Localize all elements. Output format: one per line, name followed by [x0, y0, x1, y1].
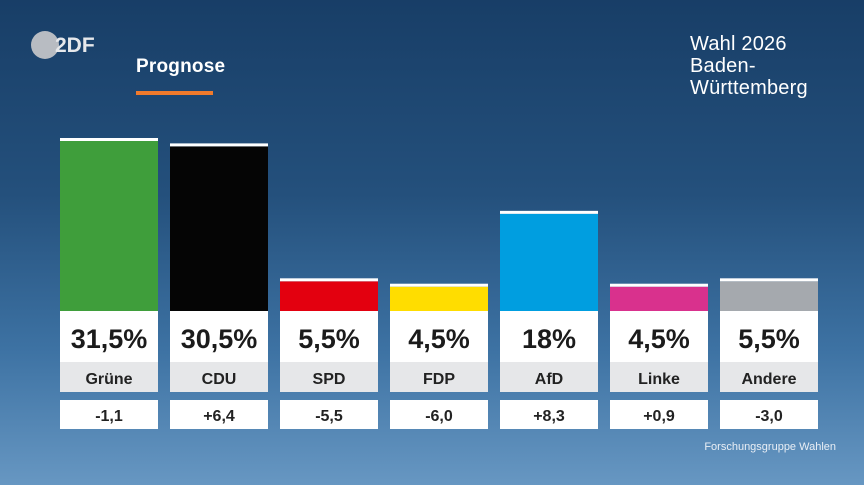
election-title-line-2: Baden-: [690, 55, 756, 77]
election-title-line-3: Württemberg: [690, 77, 808, 99]
bar-fdp: [390, 286, 488, 311]
change-box-andere: [720, 400, 818, 429]
category-label-afd: AfD: [535, 371, 563, 388]
change-box-grne: [60, 400, 158, 429]
value-box-fdp: [390, 311, 488, 362]
change-box-linke: [610, 400, 708, 429]
category-box-cdu: [170, 362, 268, 392]
value-label-cdu: 30,5%: [181, 324, 258, 354]
value-label-afd: 18%: [522, 324, 576, 354]
tab-active-underline: [136, 91, 213, 95]
election-title: Wahl 2026 Baden- Württemberg: [690, 33, 808, 99]
category-label-spd: SPD: [313, 371, 346, 388]
value-box-spd: [280, 311, 378, 362]
change-label-andere: -3,0: [755, 408, 783, 425]
value-box-linke: [610, 311, 708, 362]
category-label-grne: Grüne: [85, 371, 132, 388]
election-title-line-1: Wahl 2026: [690, 33, 787, 55]
value-label-linke: 4,5%: [628, 324, 690, 354]
value-label-grne: 31,5%: [71, 324, 148, 354]
category-box-spd: [280, 362, 378, 392]
bar-cap-grne: [60, 138, 158, 141]
bar-cap-andere: [720, 278, 818, 282]
category-label-linke: Linke: [638, 371, 680, 388]
bar-cap-spd: [280, 278, 378, 282]
tab-prognose: Prognose: [136, 56, 226, 77]
zdf-logo-icon: 2DF: [30, 30, 95, 60]
change-label-spd: -5,5: [315, 408, 343, 425]
source-credit: Forschungsgruppe Wahlen: [704, 441, 836, 453]
change-box-fdp: [390, 400, 488, 429]
change-box-cdu: [170, 400, 268, 429]
change-label-grne: -1,1: [95, 408, 123, 425]
bar-andere: [720, 281, 818, 311]
category-box-andere: [720, 362, 818, 392]
change-label-afd: +8,3: [533, 408, 565, 425]
category-box-afd: [500, 362, 598, 392]
bar-cap-cdu: [170, 143, 268, 147]
value-box-grne: [60, 311, 158, 362]
change-label-cdu: +6,4: [203, 408, 235, 425]
bar-cdu: [170, 146, 268, 311]
bar-afd: [500, 213, 598, 311]
bar-cap-fdp: [390, 283, 488, 287]
category-label-cdu: CDU: [202, 371, 237, 388]
category-box-fdp: [390, 362, 488, 392]
category-label-fdp: FDP: [423, 371, 455, 388]
category-box-linke: [610, 362, 708, 392]
bar-cap-afd: [500, 210, 598, 214]
change-label-fdp: -6,0: [425, 408, 453, 425]
value-box-andere: [720, 311, 818, 362]
bar-spd: [280, 281, 378, 311]
bar-cap-linke: [610, 283, 708, 287]
bar-grne: [60, 141, 158, 311]
value-label-spd: 5,5%: [298, 324, 360, 354]
category-box-grne: [60, 362, 158, 392]
change-box-afd: [500, 400, 598, 429]
value-box-cdu: [170, 311, 268, 362]
bar-linke: [610, 286, 708, 311]
change-label-linke: +0,9: [643, 408, 675, 425]
logo-text: 2DF: [55, 34, 95, 57]
value-label-andere: 5,5%: [738, 324, 800, 354]
change-box-spd: [280, 400, 378, 429]
category-label-andere: Andere: [741, 371, 796, 388]
value-label-fdp: 4,5%: [408, 324, 470, 354]
value-box-afd: [500, 311, 598, 362]
